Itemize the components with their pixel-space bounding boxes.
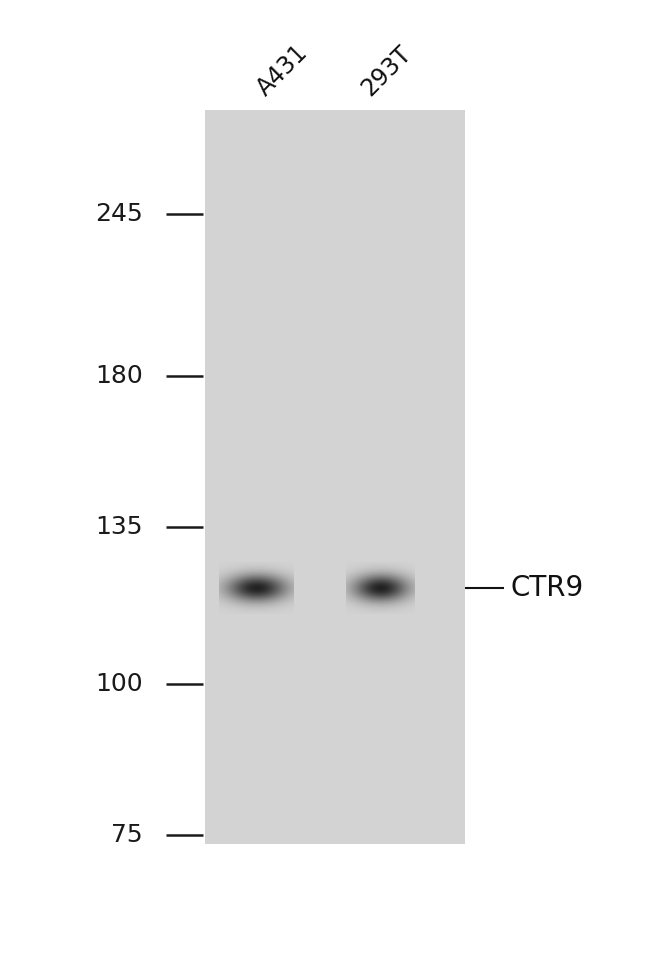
Text: 75: 75 xyxy=(111,823,143,847)
Bar xyxy=(205,110,465,844)
Text: 135: 135 xyxy=(96,515,143,539)
Text: 100: 100 xyxy=(96,672,143,696)
Text: CTR9: CTR9 xyxy=(510,574,584,602)
Text: 293T: 293T xyxy=(357,41,416,101)
Text: 245: 245 xyxy=(96,202,143,226)
Text: 180: 180 xyxy=(96,364,143,388)
Text: A431: A431 xyxy=(253,40,313,101)
